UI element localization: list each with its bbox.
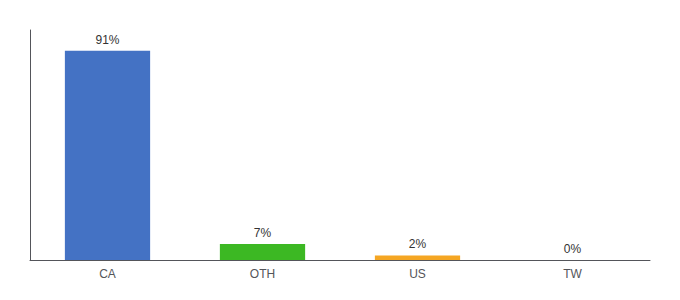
svg-text:US: US — [409, 267, 426, 281]
svg-text:TW: TW — [563, 267, 582, 281]
svg-text:2%: 2% — [409, 237, 427, 251]
svg-text:0%: 0% — [564, 242, 582, 256]
svg-text:OTH: OTH — [250, 267, 275, 281]
svg-text:7%: 7% — [254, 226, 272, 240]
svg-text:CA: CA — [99, 267, 116, 281]
svg-text:91%: 91% — [95, 33, 119, 47]
